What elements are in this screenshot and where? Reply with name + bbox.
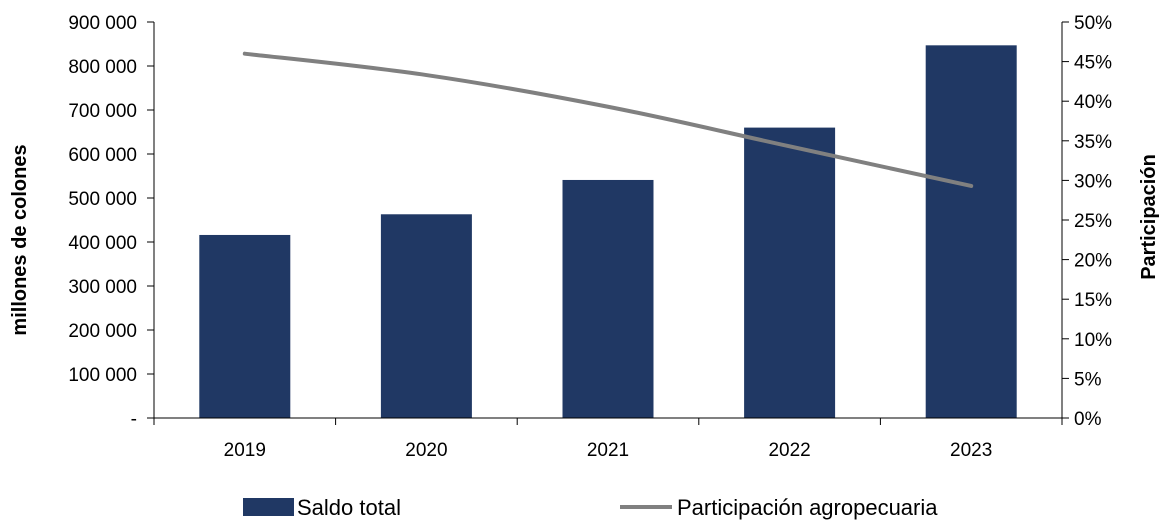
y2-axis-title: Participación [1138,154,1160,280]
y2-tick-label: 45% [1074,53,1112,74]
y-tick-label: 300 000 [68,277,137,298]
y-tick-label: 800 000 [68,57,137,78]
y2-tick-label: 5% [1074,369,1102,390]
y2-tick-label: 0% [1074,409,1102,430]
bar-2020 [380,214,472,418]
legend: Saldo total Participación agropecuaria [243,495,938,520]
y2-tick-label: 25% [1074,211,1112,232]
y2-tick-label: 40% [1074,92,1112,113]
ticks-layer: - 100 000 200 000 300 000 400 000 500 000 600 … [68,13,1112,461]
y2-tick-label: 30% [1074,171,1112,192]
bar-2021 [562,179,654,418]
y-tick-label: 100 000 [68,365,137,386]
y2-tick-label: 15% [1074,290,1112,311]
bars-layer [199,45,1017,418]
y-tick-label: 700 000 [68,101,137,122]
series-line-participacion [242,51,974,188]
x-tick-label: 2019 [224,440,266,461]
x-tick-label: 2023 [950,440,992,461]
y-tick-label: 200 000 [68,321,137,342]
y-tick-label: 500 000 [68,189,137,210]
x-tick-label: 2022 [768,440,810,461]
legend-label-saldo-total: Saldo total [297,495,401,520]
bar-2022 [744,127,836,418]
y-tick-label: - [131,409,137,430]
y-axis-title: millones de colones [9,144,31,335]
x-tick-label: 2021 [587,440,629,461]
x-tick-label: 2020 [405,440,447,461]
y-tick-label: 400 000 [68,233,137,254]
bar-2023 [925,45,1017,418]
line-layer [242,51,974,188]
bar-2019 [199,234,291,418]
legend-label-participacion: Participación agropecuaria [677,495,938,520]
y2-tick-label: 35% [1074,132,1112,153]
y-tick-label: 900 000 [68,13,137,34]
legend-swatch-saldo-total [243,498,294,516]
y2-tick-label: 20% [1074,251,1112,272]
y2-tick-label: 50% [1074,13,1112,34]
y2-tick-label: 10% [1074,330,1112,351]
y-tick-label: 600 000 [68,145,137,166]
